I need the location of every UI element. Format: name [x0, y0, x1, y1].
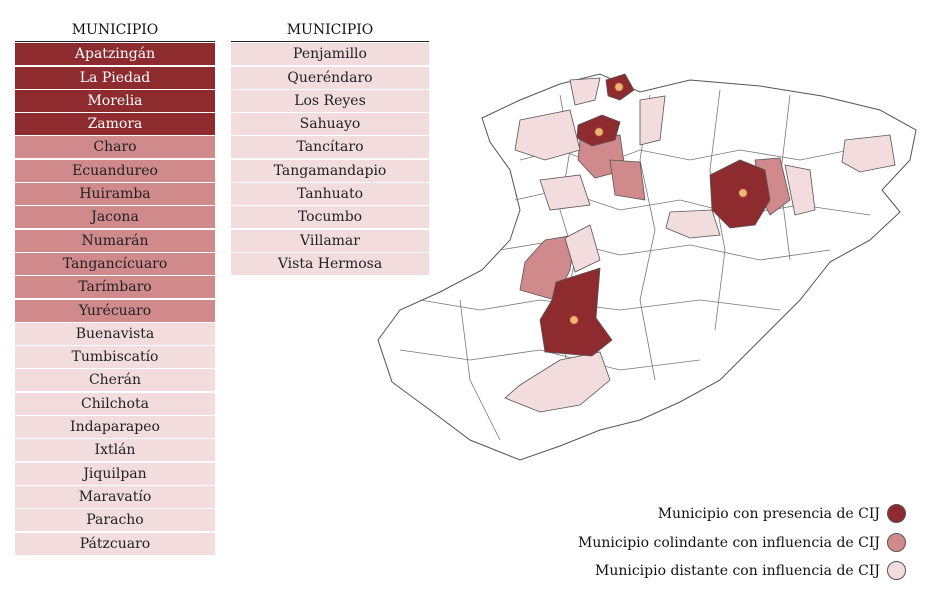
- table-row: Tumbiscatío: [15, 346, 215, 369]
- legend-swatch: [887, 561, 906, 580]
- table-row: Tocumbo: [231, 206, 429, 229]
- table-row: Morelia: [15, 89, 215, 112]
- table: MUNICIPIO Penjamillo Queréndaro Los Reyes Sa…: [231, 22, 429, 275]
- legend-item: Municipio colindante con influencia de C…: [560, 529, 920, 558]
- table-row: Chilchota: [15, 392, 215, 415]
- table: MUNICIPIO Apatzingán La Piedad Morelia Zamor…: [15, 22, 215, 555]
- table-row: Paracho: [15, 509, 215, 532]
- table-header: MUNICIPIO: [231, 22, 429, 42]
- table-row: Cherán: [15, 369, 215, 392]
- table-row: Ixtlán: [15, 439, 215, 462]
- table-row: Charo: [15, 136, 215, 159]
- table-row: Tangamandapio: [231, 159, 429, 182]
- table-row: Zamora: [15, 113, 215, 136]
- table-row: Los Reyes: [231, 89, 429, 112]
- table-row: Queréndaro: [231, 66, 429, 89]
- table-row: Pátzcuaro: [15, 532, 215, 555]
- table-header: MUNICIPIO: [15, 22, 215, 42]
- table-row: Penjamillo: [231, 43, 429, 66]
- legend-item: Municipio con presencia de CIJ: [560, 500, 920, 529]
- table-row: Huiramba: [15, 183, 215, 206]
- legend-item: Municipio distante con influencia de CIJ: [560, 557, 920, 586]
- table-row: Indaparapeo: [15, 416, 215, 439]
- table-row: Maravatío: [15, 485, 215, 508]
- table-row: La Piedad: [15, 66, 215, 89]
- table-row: Sahuayo: [231, 113, 429, 136]
- table-row: Yurécuaro: [15, 299, 215, 322]
- legend: Municipio con presencia de CIJ Municipio …: [560, 500, 920, 586]
- table-row: Tangancícuaro: [15, 252, 215, 275]
- table-row: Tanhuato: [231, 183, 429, 206]
- legend-swatch: [887, 532, 906, 552]
- cij-markers: [568, 81, 749, 326]
- table-row: Villamar: [231, 229, 429, 252]
- table-row: Apatzingán: [15, 43, 215, 66]
- table-row: Vista Hermosa: [231, 252, 429, 275]
- table-row: Ecuandureo: [15, 159, 215, 182]
- table-row: Tarímbaro: [15, 276, 215, 299]
- table-row: Buenavista: [15, 322, 215, 345]
- table-row: Numarán: [15, 229, 215, 252]
- legend-swatch: [887, 504, 906, 523]
- table-row: Jiquilpan: [15, 462, 215, 485]
- table-row: Jacona: [15, 206, 215, 229]
- table-row: Tancítaro: [231, 136, 429, 159]
